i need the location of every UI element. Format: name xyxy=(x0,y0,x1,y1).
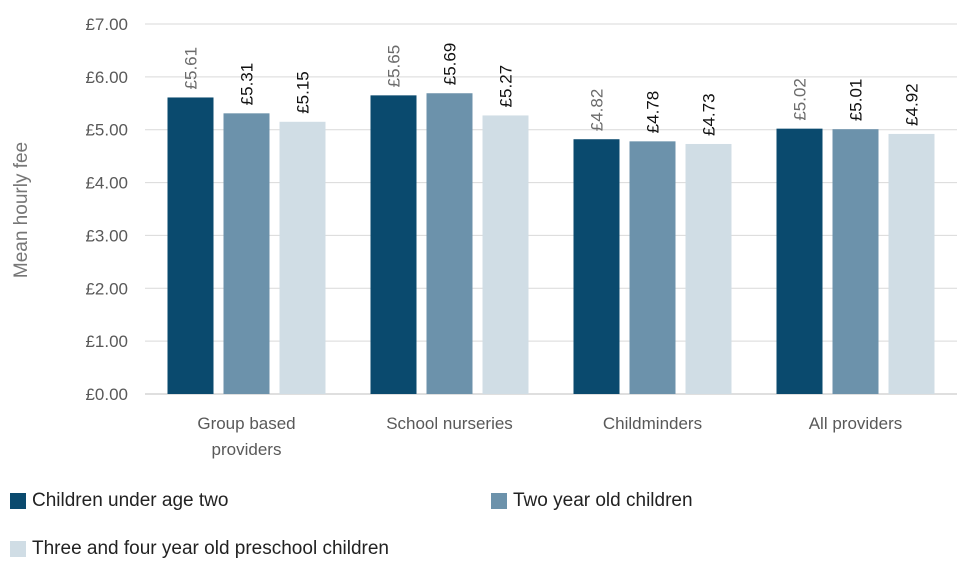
x-category-label: All providers xyxy=(809,414,903,433)
x-category-label: Childminders xyxy=(603,414,702,433)
bar-value-label: £4.73 xyxy=(700,93,719,136)
legend-item-three-four-year-old: Three and four year old preschool childr… xyxy=(10,538,389,560)
legend-item-under-two: Children under age two xyxy=(10,490,228,512)
y-tick-label: £5.00 xyxy=(85,121,128,140)
legend-label: Children under age two xyxy=(32,490,229,511)
legend-swatch xyxy=(10,541,26,557)
bar xyxy=(573,139,620,394)
bar xyxy=(279,121,326,395)
bar xyxy=(482,115,529,394)
legend-swatch xyxy=(10,493,26,509)
bar xyxy=(370,95,417,394)
y-tick-label: £0.00 xyxy=(85,385,128,404)
y-tick-label: £7.00 xyxy=(85,15,128,34)
y-tick-label: £3.00 xyxy=(85,226,128,245)
legend-swatch xyxy=(491,493,507,509)
x-category-label: School nurseries xyxy=(386,414,513,433)
bar-value-label: £4.78 xyxy=(644,91,663,134)
bar-value-label: £4.82 xyxy=(588,89,607,132)
x-axis-categories: Group based providers School nurseries Chil… xyxy=(197,414,902,459)
bar xyxy=(426,93,473,394)
bar xyxy=(832,129,879,394)
bar xyxy=(167,97,214,394)
y-tick-label: £2.00 xyxy=(85,279,128,298)
legend: Children under age two Two year old chil… xyxy=(10,490,950,560)
data-labels: £5.61 £5.31 £5.15 £5.65 £5.69 £5.27 £4.82 £4.78… xyxy=(182,43,922,136)
bar-value-label: £4.92 xyxy=(903,83,922,126)
y-tick-label: £1.00 xyxy=(85,332,128,351)
y-tick-label: £6.00 xyxy=(85,68,128,87)
bar-chart: £0.00 £1.00 £2.00 £3.00 £4.00 £5.00 £6.00 £7.00… xyxy=(11,15,957,459)
bar xyxy=(629,141,676,394)
y-tick-label: £4.00 xyxy=(85,174,128,193)
bar xyxy=(685,143,732,394)
y-axis-ticks: £0.00 £1.00 £2.00 £3.00 £4.00 £5.00 £6.00 £7.00 xyxy=(85,15,128,404)
x-category-label: providers xyxy=(212,440,282,459)
legend-item-two-year-old: Two year old children xyxy=(491,490,693,512)
bars xyxy=(167,93,935,395)
x-category-label: Group based xyxy=(197,414,295,433)
bar xyxy=(776,128,823,394)
bar-value-label: £5.27 xyxy=(497,65,516,108)
y-axis-title: Mean hourly fee xyxy=(11,142,32,278)
legend-label: Two year old children xyxy=(513,490,693,511)
bar-value-label: £5.15 xyxy=(294,71,313,114)
bar-value-label: £5.02 xyxy=(791,78,810,121)
bar-value-label: £5.61 xyxy=(182,47,201,90)
bar-value-label: £5.65 xyxy=(385,45,404,88)
bar xyxy=(888,133,935,394)
bar-value-label: £5.31 xyxy=(238,63,257,106)
bar-value-label: £5.01 xyxy=(847,79,866,122)
bar-value-label: £5.69 xyxy=(441,43,460,86)
legend-label: Three and four year old preschool childr… xyxy=(32,538,389,559)
bar xyxy=(223,113,270,394)
